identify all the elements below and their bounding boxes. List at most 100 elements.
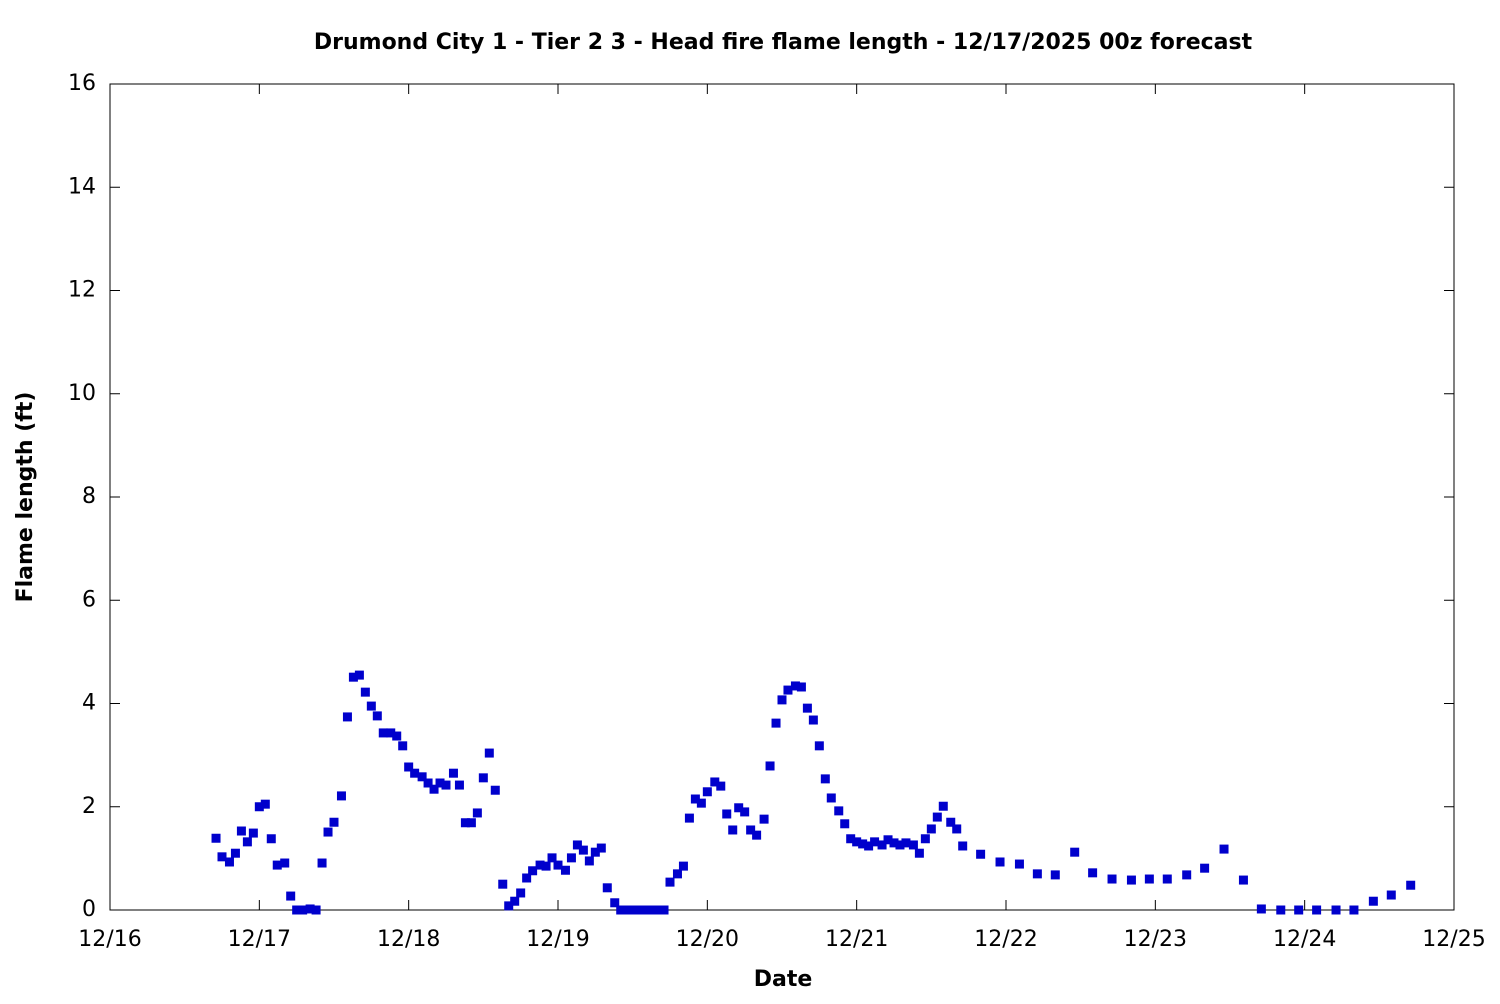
data-point	[211, 833, 221, 843]
data-point	[640, 905, 650, 915]
data-point	[596, 843, 606, 853]
data-point	[266, 834, 276, 844]
data-point	[472, 808, 482, 818]
data-point	[484, 748, 494, 758]
data-point	[466, 818, 476, 828]
data-point	[616, 905, 626, 915]
data-point	[490, 785, 500, 795]
y-tick-label: 14	[68, 174, 96, 199]
data-point	[696, 798, 706, 808]
data-point	[572, 840, 582, 850]
data-point	[932, 812, 942, 822]
data-point	[498, 879, 508, 889]
data-point	[622, 905, 632, 915]
data-point	[678, 861, 688, 871]
data-point	[914, 848, 924, 858]
data-point	[1238, 875, 1248, 885]
data-point	[790, 681, 800, 691]
data-point	[702, 787, 712, 797]
data-point	[759, 814, 769, 824]
data-point	[435, 778, 445, 788]
data-point	[217, 852, 227, 862]
data-point	[1014, 859, 1024, 869]
data-point	[722, 809, 732, 819]
data-point	[553, 860, 563, 870]
data-point	[826, 793, 836, 803]
y-tick-label: 4	[82, 691, 96, 716]
data-point	[802, 703, 812, 713]
data-point	[1368, 896, 1378, 906]
data-point	[1219, 844, 1229, 854]
data-point	[653, 905, 663, 915]
data-point	[224, 857, 234, 867]
x-tick-label: 12/23	[1124, 927, 1187, 952]
data-point	[765, 761, 775, 771]
data-point	[298, 905, 308, 915]
data-point	[752, 830, 762, 840]
data-point	[254, 802, 264, 812]
data-point	[410, 768, 420, 778]
data-point	[360, 687, 370, 697]
data-point	[647, 905, 657, 915]
data-point	[796, 682, 806, 692]
data-point	[777, 695, 787, 705]
y-tick-label: 12	[68, 278, 96, 303]
data-point	[1107, 874, 1117, 884]
data-point	[584, 856, 594, 866]
data-point	[504, 901, 514, 911]
data-point	[378, 728, 388, 738]
data-point	[460, 818, 470, 828]
data-point	[834, 806, 844, 816]
data-point	[734, 803, 744, 813]
data-point	[528, 866, 538, 876]
data-point	[1256, 904, 1266, 914]
data-point	[441, 780, 451, 790]
data-point	[248, 828, 258, 838]
data-point	[323, 827, 333, 837]
data-point	[398, 741, 408, 751]
data-point	[665, 877, 675, 887]
data-point	[510, 896, 520, 906]
data-point	[329, 817, 339, 827]
data-point	[1126, 875, 1136, 885]
data-point	[628, 905, 638, 915]
data-point	[820, 774, 830, 784]
data-point	[230, 848, 240, 858]
data-point	[889, 838, 899, 848]
data-point	[354, 670, 364, 680]
data-point	[864, 841, 874, 851]
data-point	[716, 781, 726, 791]
data-point	[1182, 870, 1192, 880]
y-axis-label: Flame length (ft)	[13, 392, 38, 603]
y-tick-label: 8	[82, 484, 96, 509]
x-tick-label: 12/18	[377, 927, 440, 952]
x-tick-label: 12/19	[526, 927, 589, 952]
data-point	[710, 777, 720, 787]
x-tick-label: 12/25	[1422, 927, 1485, 952]
data-point	[602, 883, 612, 893]
data-point	[1032, 869, 1042, 879]
data-point	[1050, 870, 1060, 880]
data-point	[429, 784, 439, 794]
data-point	[280, 858, 290, 868]
data-point	[590, 847, 600, 857]
data-point	[840, 819, 850, 829]
data-point	[1276, 905, 1286, 915]
data-point	[684, 813, 694, 823]
y-tick-label: 2	[82, 794, 96, 819]
data-point	[522, 873, 532, 883]
data-point	[771, 718, 781, 728]
data-point	[535, 860, 545, 870]
data-point	[858, 839, 868, 849]
data-point	[566, 853, 576, 863]
data-point	[1331, 905, 1341, 915]
data-point	[372, 711, 382, 721]
data-point	[272, 860, 282, 870]
x-tick-label: 12/22	[974, 927, 1037, 952]
data-point	[958, 841, 968, 851]
data-point	[336, 791, 346, 801]
data-point	[901, 838, 911, 848]
data-point	[634, 905, 644, 915]
x-tick-label: 12/21	[825, 927, 888, 952]
